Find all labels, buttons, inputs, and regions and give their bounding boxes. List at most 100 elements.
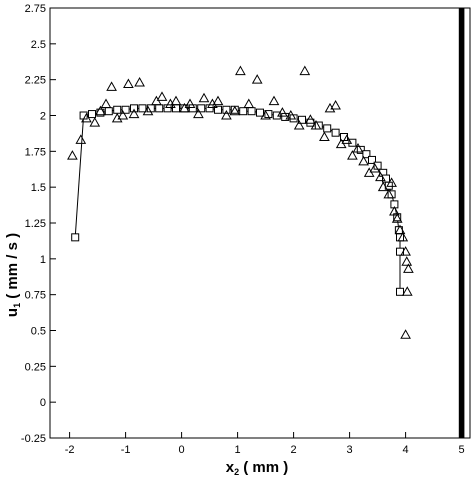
series-1-triangle-marker — [397, 231, 409, 242]
x-axis-label-sub: 2 — [234, 467, 239, 477]
series-1-triangle-marker — [170, 95, 182, 106]
series-0-square-marker — [113, 105, 122, 114]
series-1-triangle-marker — [134, 77, 145, 87]
series-1-triangle-marker — [198, 92, 210, 103]
y-tick-label: 0.25 — [25, 361, 46, 373]
series-0-square-marker — [188, 104, 197, 113]
x-axis-label-main: x — [226, 459, 235, 476]
series-1-triangle-marker — [330, 99, 341, 110]
series-1-triangle-marker — [375, 171, 386, 182]
series-1-triangle-marker — [391, 213, 403, 223]
x-tick-label: 5 — [459, 444, 465, 456]
y-tick-label: 0.75 — [25, 290, 46, 302]
series-1-triangle-marker — [403, 263, 414, 273]
y-axis-label-main: u — [4, 308, 21, 317]
series-1-triangle-marker — [260, 109, 271, 120]
series-0-square-marker — [323, 124, 332, 133]
series-1-triangle-marker — [89, 117, 101, 127]
series-1-triangle-marker — [299, 65, 311, 76]
y-tick-label: 1.25 — [25, 218, 46, 230]
series-1-triangle-marker — [251, 74, 263, 84]
series-1-triangle-marker — [383, 188, 395, 199]
y-tick-label: 2 — [40, 111, 46, 123]
series-0-line — [74, 107, 401, 292]
series-1-triangle-marker — [400, 246, 411, 256]
series-1-triangle-marker — [369, 163, 381, 173]
series-1-triangle-marker — [117, 109, 129, 120]
series-0-square-marker — [256, 108, 264, 117]
series-0-square-marker — [396, 247, 404, 256]
series-0-square-marker — [348, 138, 357, 147]
series-0-square-marker — [289, 114, 298, 123]
series-1-triangle-marker — [81, 112, 92, 123]
y-tick-label: -0.25 — [21, 433, 46, 445]
series-1-triangle-marker — [243, 98, 255, 109]
series-0-square-marker — [197, 104, 206, 113]
series-1-triangle-marker — [293, 120, 305, 130]
series-1-triangle-marker — [285, 109, 297, 120]
series-0-square-marker — [396, 287, 404, 296]
y-tick-label: 2.25 — [25, 75, 46, 87]
series-0-square-marker — [205, 104, 214, 113]
y-tick-label: 0 — [40, 397, 46, 409]
series-1-triangle-marker — [67, 150, 78, 160]
series-0-square-marker — [368, 155, 376, 164]
series-1-triangle-marker — [128, 108, 140, 119]
x-axis-label-rest: ( mm ) — [239, 459, 288, 476]
y-axis-label-rest: ( mm / s ) — [4, 233, 21, 303]
series-1-triangle-marker — [377, 181, 389, 192]
series-0-square-marker — [104, 107, 113, 116]
y-tick-label: 1.75 — [25, 146, 46, 158]
series-1-triangle-marker — [235, 65, 246, 76]
series-1-triangle-marker — [341, 134, 353, 144]
y-axis-label: u1 ( mm / s ) — [4, 233, 22, 317]
series-1-triangle-marker — [75, 134, 87, 144]
y-axis-label-sub: 1 — [12, 303, 22, 308]
series-1-triangle-marker — [221, 109, 232, 120]
y-tick-label: 1.5 — [31, 182, 46, 194]
y-tick-label: 0.5 — [31, 326, 46, 338]
wall-bar — [458, 8, 465, 438]
series-1-triangle-marker — [401, 286, 413, 296]
series-0-square-marker — [272, 111, 281, 120]
series-1-triangle-marker — [400, 329, 411, 339]
series-0-square-marker — [362, 150, 371, 159]
series-1-triangle-marker — [95, 105, 106, 116]
series-0-square-marker — [155, 104, 164, 113]
x-tick-label: 0 — [179, 444, 185, 456]
series-1-triangle-marker — [394, 224, 406, 235]
series-1-triangle-marker — [310, 120, 322, 130]
series-1-triangle-marker — [389, 206, 400, 216]
series-1-triangle-marker — [212, 95, 224, 106]
y-tick-label: 2.5 — [31, 39, 46, 51]
x-tick-label: 3 — [347, 444, 353, 456]
x-axis-label: x2 ( mm ) — [226, 459, 289, 477]
x-tick-label: -2 — [65, 444, 75, 456]
series-0-square-marker — [214, 105, 222, 114]
series-0-square-marker — [130, 104, 138, 113]
series-1-triangle-marker — [142, 105, 154, 116]
plot-frame — [49, 7, 471, 439]
series-1-triangle-marker — [319, 131, 330, 141]
series-0-square-marker — [121, 105, 130, 114]
y-tick-label: 1 — [40, 254, 46, 266]
x-tick-label: 4 — [403, 444, 409, 456]
series-1-triangle-marker — [352, 142, 364, 153]
series-1-triangle-marker — [347, 150, 358, 160]
series-1-triangle-marker — [106, 81, 117, 91]
series-0-square-marker — [239, 107, 248, 116]
series-1-triangle-marker — [156, 91, 168, 101]
series-1-triangle-marker — [100, 98, 112, 109]
series-1-triangle-marker — [193, 108, 204, 119]
series-0-square-marker — [264, 110, 273, 119]
series-1-triangle-marker — [401, 256, 413, 266]
series-1-triangle-marker — [184, 98, 196, 109]
x-tick-label: 1 — [235, 444, 241, 456]
series-1-triangle-marker — [305, 114, 316, 124]
series-0-square-marker — [222, 105, 231, 114]
series-0-square-marker — [138, 104, 147, 113]
series-0-square-marker — [247, 107, 256, 116]
y-tick-label: 2.75 — [25, 3, 46, 15]
series-0-square-marker — [71, 233, 80, 242]
